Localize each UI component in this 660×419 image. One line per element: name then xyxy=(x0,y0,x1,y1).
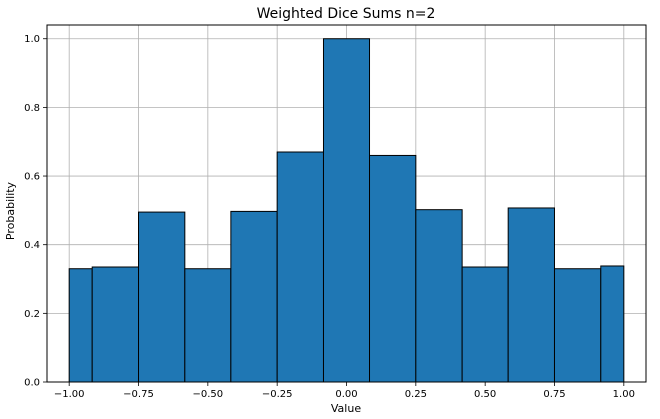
y-tick-label: 0.8 xyxy=(24,103,40,114)
histogram-bar xyxy=(553,268,602,383)
histogram-bar xyxy=(322,38,371,383)
chart-title: Weighted Dice Sums n=2 xyxy=(257,6,436,22)
y-tick-label: 0.4 xyxy=(24,240,40,251)
y-tick-label: 1.0 xyxy=(24,34,40,45)
histogram-bar xyxy=(184,268,232,383)
histogram-bar xyxy=(461,266,509,383)
x-axis-label: Value xyxy=(331,402,361,415)
x-tick-label: −0.50 xyxy=(193,389,224,400)
y-tick-label: 0.0 xyxy=(24,378,40,389)
x-tick-label: 0.75 xyxy=(543,389,565,400)
histogram-bar xyxy=(91,266,140,383)
y-axis-ticks: 0.0 0.2 0.4 0.6 0.8 1.0 xyxy=(24,34,47,389)
x-tick-label: 1.00 xyxy=(613,389,635,400)
histogram-bar xyxy=(138,211,186,383)
histogram-bar xyxy=(415,209,463,383)
y-axis-label: Probability xyxy=(4,181,17,240)
histogram-bar xyxy=(230,210,278,383)
y-tick-label: 0.2 xyxy=(24,309,40,320)
plot-frame xyxy=(46,24,647,383)
histogram-bar xyxy=(68,268,93,383)
histogram-bar xyxy=(600,265,625,383)
histogram-bar xyxy=(507,207,555,383)
x-axis-ticks: −1.00 −0.75 −0.50 −0.25 0.00 0.25 0.50 0.75 1.00 xyxy=(54,382,635,400)
x-tick-label: 0.25 xyxy=(405,389,427,400)
histogram-bar xyxy=(369,154,417,383)
x-tick-label: 0.50 xyxy=(474,389,496,400)
x-tick-label: 0.00 xyxy=(335,389,357,400)
y-tick-label: 0.6 xyxy=(24,172,40,183)
x-tick-label: −0.25 xyxy=(262,389,293,400)
histogram-bar xyxy=(276,151,324,383)
bars xyxy=(68,38,625,383)
x-tick-label: −0.75 xyxy=(123,389,154,400)
x-tick-label: −1.00 xyxy=(54,389,85,400)
